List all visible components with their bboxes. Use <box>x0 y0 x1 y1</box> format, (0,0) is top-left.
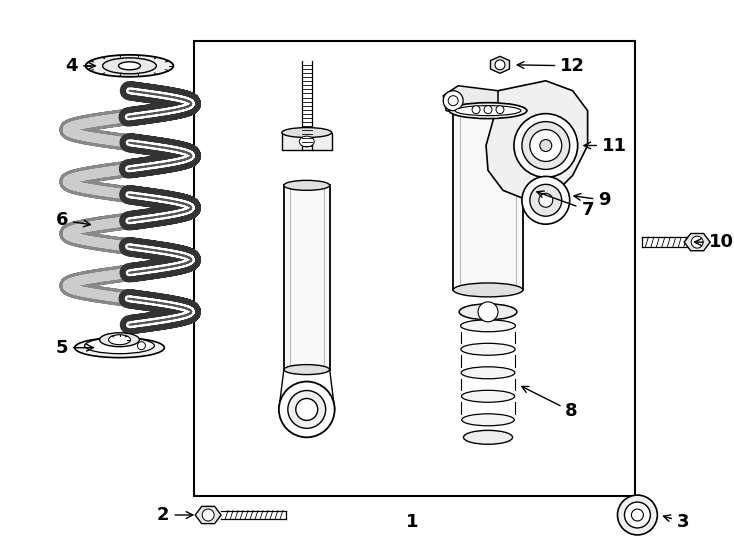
Polygon shape <box>684 233 710 251</box>
Circle shape <box>530 184 562 216</box>
Circle shape <box>279 382 335 437</box>
Bar <box>195 41 636 496</box>
Ellipse shape <box>118 62 140 70</box>
Circle shape <box>530 130 562 161</box>
Ellipse shape <box>461 343 515 355</box>
Circle shape <box>448 96 458 106</box>
Ellipse shape <box>463 430 512 444</box>
Ellipse shape <box>461 367 515 379</box>
Ellipse shape <box>86 55 173 77</box>
Circle shape <box>472 106 480 113</box>
Text: 10: 10 <box>694 233 733 251</box>
Text: 6: 6 <box>56 211 90 229</box>
Ellipse shape <box>109 335 131 345</box>
Circle shape <box>522 177 570 224</box>
Text: 8: 8 <box>522 387 578 421</box>
Circle shape <box>296 399 318 421</box>
Bar <box>284 185 330 369</box>
Text: 3: 3 <box>664 513 689 531</box>
Circle shape <box>522 122 570 170</box>
Bar <box>282 132 332 151</box>
Circle shape <box>137 342 145 350</box>
Text: 11: 11 <box>584 137 627 154</box>
Polygon shape <box>195 507 221 524</box>
Circle shape <box>514 113 578 177</box>
Polygon shape <box>490 56 509 73</box>
Text: 1: 1 <box>406 513 418 531</box>
Circle shape <box>288 390 326 428</box>
Circle shape <box>443 91 463 111</box>
Ellipse shape <box>103 58 156 74</box>
Ellipse shape <box>460 320 515 332</box>
Circle shape <box>691 236 703 248</box>
Ellipse shape <box>75 338 164 357</box>
Ellipse shape <box>84 338 154 354</box>
Text: 12: 12 <box>517 57 585 75</box>
Polygon shape <box>486 81 588 200</box>
Circle shape <box>496 106 504 113</box>
Circle shape <box>484 106 492 113</box>
Circle shape <box>625 502 650 528</box>
Text: 2: 2 <box>157 506 193 524</box>
Ellipse shape <box>462 414 515 426</box>
Ellipse shape <box>100 333 139 347</box>
Text: 9: 9 <box>574 191 611 210</box>
Ellipse shape <box>455 106 521 116</box>
Text: 5: 5 <box>56 339 93 357</box>
Text: 7: 7 <box>537 191 594 219</box>
Ellipse shape <box>284 180 330 190</box>
Circle shape <box>478 302 498 322</box>
Circle shape <box>617 495 658 535</box>
Bar <box>453 111 523 290</box>
Circle shape <box>202 509 214 521</box>
Ellipse shape <box>453 283 523 297</box>
Ellipse shape <box>459 304 517 320</box>
Ellipse shape <box>282 127 332 138</box>
Polygon shape <box>443 86 498 116</box>
Ellipse shape <box>449 103 527 119</box>
Ellipse shape <box>284 364 330 375</box>
Circle shape <box>631 509 644 521</box>
Ellipse shape <box>462 390 515 402</box>
Ellipse shape <box>299 136 314 147</box>
Text: 4: 4 <box>65 57 95 75</box>
Circle shape <box>539 139 552 152</box>
Circle shape <box>495 60 505 70</box>
Circle shape <box>539 193 553 207</box>
